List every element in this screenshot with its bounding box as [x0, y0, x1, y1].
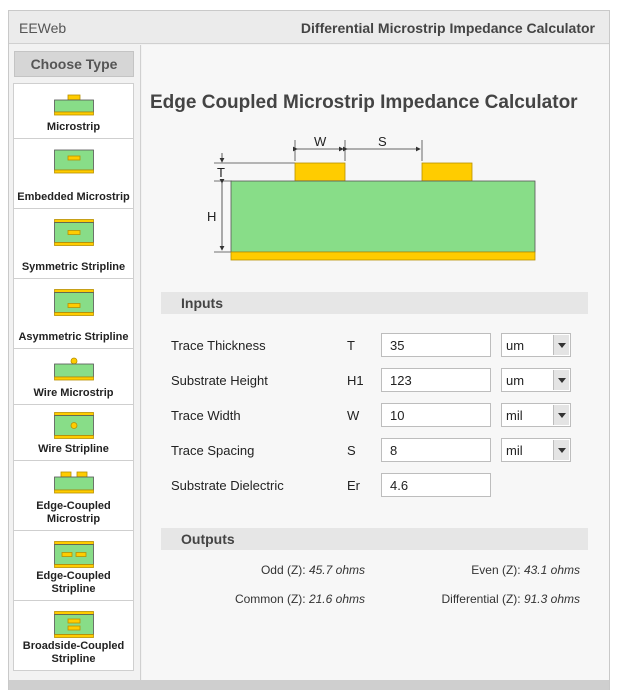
even-value: 43.1 ohms — [523, 563, 580, 577]
type-item-broadside-coupled-stripline[interactable]: Broadside-Coupled Stripline — [13, 601, 134, 671]
common-impedance-output: Common (Z): 21.6 ohms — [235, 592, 365, 606]
type-label: Broadside-Coupled Stripline — [22, 640, 125, 665]
input-label: Substrate Height — [171, 373, 268, 388]
input-symbol: T — [347, 338, 355, 353]
odd-value: 45.7 ohms — [308, 563, 365, 577]
type-item-wire-microstrip[interactable]: Wire Microstrip — [13, 349, 134, 405]
chevron-down-icon[interactable] — [553, 440, 569, 460]
outputs-heading: Outputs — [161, 528, 588, 550]
height-label: H — [207, 209, 216, 224]
type-label: Microstrip — [46, 121, 101, 133]
input-symbol: W — [347, 408, 360, 423]
app-title: Differential Microstrip Impedance Calcul… — [300, 20, 595, 36]
input-label: Substrate Dielectric — [171, 478, 284, 493]
ground-plane — [230, 251, 536, 261]
input-row-substrate-height: Substrate Height H1 um — [142, 368, 609, 392]
type-label: Asymmetric Stripline — [18, 331, 129, 343]
trace-right — [421, 162, 473, 182]
unit-value: mil — [506, 408, 523, 423]
microstrip-icon — [54, 94, 94, 116]
edge-coupled-microstrip-icon — [54, 471, 94, 494]
type-list: Microstrip Embedded Microstrip Symmetric — [13, 83, 134, 671]
chevron-down-icon[interactable] — [553, 370, 569, 390]
type-item-wire-stripline[interactable]: Wire Stripline — [13, 405, 134, 461]
trace-left — [294, 162, 346, 182]
substrate-height-unit-select[interactable]: um — [501, 368, 571, 392]
trace-spacing-input[interactable] — [381, 438, 491, 462]
type-label: Wire Microstrip — [33, 387, 114, 399]
input-label: Trace Spacing — [171, 443, 255, 458]
wire-microstrip-icon — [54, 357, 94, 381]
common-label: Common (Z): — [234, 592, 309, 606]
type-label: Edge-Coupled Stripline — [36, 570, 111, 595]
embedded-microstrip-icon — [54, 149, 94, 174]
edge-coupled-stripline-icon — [54, 541, 94, 568]
trace-thickness-input[interactable] — [381, 333, 491, 357]
type-item-microstrip[interactable]: Microstrip — [13, 83, 134, 139]
differential-label: Differential (Z): — [441, 592, 524, 606]
input-symbol: S — [347, 443, 356, 458]
bottom-bar — [9, 680, 609, 690]
odd-impedance-output: Odd (Z): 45.7 ohms — [261, 563, 365, 577]
unit-value: um — [506, 373, 525, 388]
trace-thickness-unit-select[interactable]: um — [501, 333, 571, 357]
trace-width-input[interactable] — [381, 403, 491, 427]
type-label: Wire Stripline — [38, 443, 109, 455]
sidebar: Choose Type Microstrip Embedded Microstr… — [9, 45, 141, 680]
main-panel: Edge Coupled Microstrip Impedance Calcul… — [142, 45, 609, 680]
type-item-edge-coupled-microstrip[interactable]: Edge-Coupled Microstrip — [13, 461, 134, 531]
substrate — [230, 180, 536, 253]
unit-value: mil — [506, 443, 523, 458]
calculator-frame: EEWeb Differential Microstrip Impedance … — [8, 10, 610, 690]
input-row-trace-spacing: Trace Spacing S mil — [142, 438, 609, 462]
asymmetric-stripline-icon — [54, 289, 94, 316]
trace-spacing-unit-select[interactable]: mil — [501, 438, 571, 462]
substrate-height-input[interactable] — [381, 368, 491, 392]
type-item-symmetric-stripline[interactable]: Symmetric Stripline — [13, 209, 134, 279]
inputs-heading: Inputs — [161, 292, 588, 314]
input-row-trace-thickness: Trace Thickness T um — [142, 333, 609, 357]
input-row-trace-width: Trace Width W mil — [142, 403, 609, 427]
type-item-asymmetric-stripline[interactable]: Asymmetric Stripline — [13, 279, 134, 349]
differential-value: 91.3 ohms — [523, 592, 580, 606]
input-symbol: Er — [347, 478, 360, 493]
even-impedance-output: Even (Z): 43.1 ohms — [471, 563, 580, 577]
chevron-down-icon[interactable] — [553, 335, 569, 355]
type-label: Symmetric Stripline — [21, 261, 126, 273]
broadside-coupled-stripline-icon — [54, 611, 94, 638]
cross-section-diagram: W S T H — [207, 135, 536, 261]
input-label: Trace Thickness — [171, 338, 266, 353]
wire-stripline-icon — [54, 412, 94, 439]
type-item-embedded-microstrip[interactable]: Embedded Microstrip — [13, 139, 134, 209]
spacing-label: S — [378, 135, 387, 149]
page-title: Edge Coupled Microstrip Impedance Calcul… — [150, 92, 578, 113]
thickness-label: T — [217, 165, 225, 180]
type-label: Embedded Microstrip — [17, 191, 130, 203]
width-label: W — [314, 135, 327, 149]
common-value: 21.6 ohms — [308, 592, 365, 606]
input-symbol: H1 — [347, 373, 364, 388]
input-label: Trace Width — [171, 408, 241, 423]
odd-label: Odd (Z): — [260, 563, 309, 577]
type-item-edge-coupled-stripline[interactable]: Edge-Coupled Stripline — [13, 531, 134, 601]
input-row-substrate-dielectric: Substrate Dielectric Er — [142, 473, 609, 497]
symmetric-stripline-icon — [54, 219, 94, 246]
differential-impedance-output: Differential (Z): 91.3 ohms — [441, 592, 580, 606]
type-label: Edge-Coupled Microstrip — [36, 500, 111, 525]
trace-width-unit-select[interactable]: mil — [501, 403, 571, 427]
chevron-down-icon[interactable] — [553, 405, 569, 425]
choose-type-heading: Choose Type — [14, 51, 134, 77]
even-label: Even (Z): — [471, 563, 524, 577]
title-bar: EEWeb Differential Microstrip Impedance … — [9, 11, 609, 44]
substrate-dielectric-input[interactable] — [381, 473, 491, 497]
unit-value: um — [506, 338, 525, 353]
brand-name[interactable]: EEWeb — [19, 20, 67, 36]
